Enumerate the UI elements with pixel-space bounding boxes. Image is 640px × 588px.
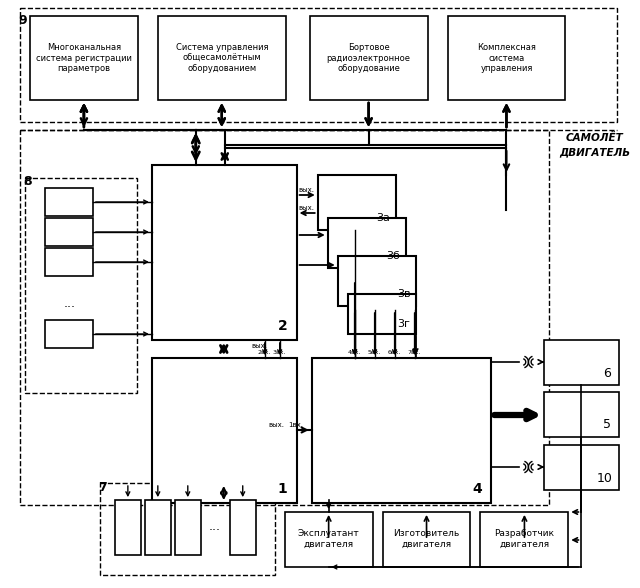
Bar	[20, 130, 549, 505]
Bar	[152, 165, 297, 340]
Text: 1: 1	[278, 482, 287, 496]
Text: Система управления
общесамолётным
оборудованием: Система управления общесамолётным оборуд…	[175, 43, 268, 73]
Bar	[30, 16, 138, 100]
Bar	[45, 320, 93, 348]
Text: 7: 7	[98, 481, 107, 494]
Text: 2вх.: 2вх.	[258, 350, 271, 355]
Text: 2: 2	[278, 319, 287, 333]
Text: 6: 6	[604, 366, 611, 379]
Text: Эксплуатант
двигателя: Эксплуатант двигателя	[298, 529, 360, 549]
Bar	[115, 500, 141, 555]
Bar	[45, 218, 93, 246]
Text: 4: 4	[472, 482, 483, 496]
Text: Разработчик
двигателя: Разработчик двигателя	[495, 529, 554, 549]
Text: ...: ...	[209, 520, 221, 533]
Text: вых.: вых.	[299, 205, 315, 211]
Bar	[328, 218, 406, 268]
Text: 5: 5	[604, 419, 611, 432]
Text: 1вх.: 1вх.	[289, 422, 303, 428]
Bar	[175, 500, 201, 555]
Text: 9: 9	[18, 14, 27, 27]
Bar	[545, 340, 620, 385]
Bar	[481, 512, 568, 567]
Text: ДВИГАТЕЛЬ: ДВИГАТЕЛЬ	[559, 147, 630, 157]
Bar	[317, 175, 396, 230]
Text: 8: 8	[23, 175, 31, 188]
Bar	[312, 358, 492, 503]
Bar	[230, 500, 256, 555]
Text: вых.: вых.	[269, 422, 285, 428]
Text: Комплексная
система
управления: Комплексная система управления	[477, 43, 536, 73]
Bar	[545, 445, 620, 490]
Bar	[152, 358, 297, 503]
Text: САМОЛЁТ: САМОЛЁТ	[566, 133, 623, 143]
Text: ...: ...	[64, 296, 76, 309]
Text: 3вх.: 3вх.	[273, 350, 287, 355]
Text: Изготовитель
двигателя: Изготовитель двигателя	[394, 529, 460, 549]
Text: 5вх.: 5вх.	[368, 350, 381, 355]
Text: 7вх.: 7вх.	[408, 350, 421, 355]
Bar	[348, 294, 415, 334]
Bar	[25, 178, 137, 393]
Bar	[100, 483, 275, 575]
Bar	[285, 512, 372, 567]
Bar	[20, 8, 618, 122]
Bar	[447, 16, 565, 100]
Text: 3в: 3в	[397, 289, 410, 299]
Bar	[158, 16, 285, 100]
Text: 3а: 3а	[377, 213, 390, 223]
Bar	[45, 248, 93, 276]
Text: 6вх.: 6вх.	[388, 350, 401, 355]
Text: вых.: вых.	[299, 187, 315, 193]
Bar	[310, 16, 428, 100]
Text: вых.: вых.	[252, 343, 268, 349]
Text: 4вх.: 4вх.	[348, 350, 362, 355]
Bar	[45, 188, 93, 216]
Text: 10: 10	[596, 472, 612, 485]
Bar	[338, 256, 415, 306]
Text: Бортовое
радиоэлектронное
оборудование: Бортовое радиоэлектронное оборудование	[326, 43, 411, 73]
Text: 3б: 3б	[387, 251, 401, 261]
Text: Многоканальная
система регистрации
параметров: Многоканальная система регистрации парам…	[36, 43, 132, 73]
Bar	[145, 500, 171, 555]
Text: 3г: 3г	[397, 319, 410, 329]
Bar	[545, 392, 620, 437]
Bar	[383, 512, 470, 567]
